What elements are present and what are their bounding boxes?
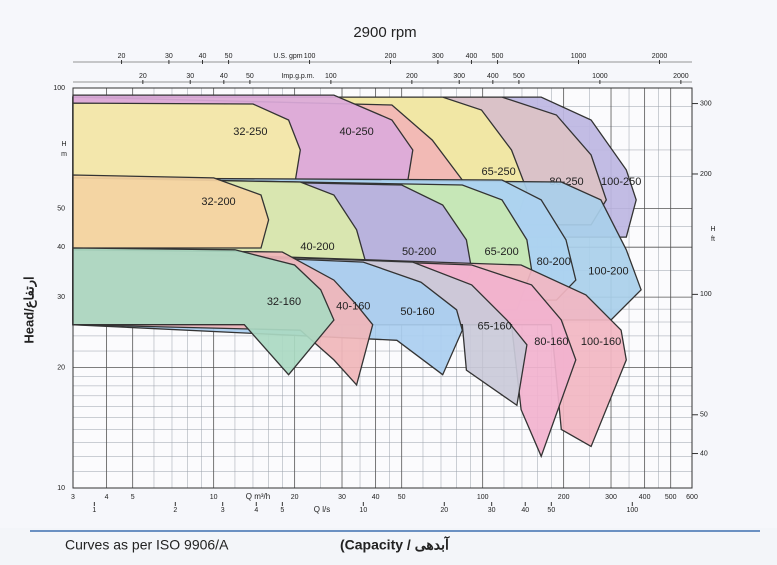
x-tick-label: 20 [291,494,299,501]
pump-region [72,102,301,186]
x2-tick-label: 30 [488,507,496,514]
y-axis-letter: H [61,141,66,148]
top-tick-label: 400 [466,53,478,60]
pump-label: 65-250 [481,166,515,178]
x2-tick-label: 5 [280,507,284,514]
pump-label: 32-160 [267,296,301,308]
x-tick-label: 300 [605,494,617,501]
chart-title: 2900 rpm [353,24,416,41]
x-tick-label: 600 [686,494,698,501]
pump-label: 80-160 [534,336,568,348]
x2-tick-label: 20 [440,507,448,514]
pump-label: 50-200 [402,246,436,258]
footer-note: Curves as per ISO 9906/A [65,537,229,553]
y-axis-unit: m [61,151,67,158]
x-tick-label: 5 [131,494,135,501]
pump-label: 65-160 [477,321,511,333]
pump-label: 32-250 [233,126,267,138]
y-tick-label: 40 [57,244,65,251]
footer-capacity: (Capacity / آبدهی [340,536,450,553]
top-tick-label: 30 [165,53,173,60]
x-tick-label: 10 [210,494,218,501]
pump-label: 100-200 [588,266,628,278]
x-tick-label: 30 [338,494,346,501]
top-tick-label: 2000 [652,53,668,60]
x2-tick-label: 100 [626,507,638,514]
x2-tick-label: 50 [547,507,555,514]
pump-label: 40-250 [339,126,373,138]
top2-tick-label: 20 [139,73,147,80]
y2-axis-unit: ft [711,236,715,243]
top2-tick-label: 30 [186,73,194,80]
plot-frame [72,87,693,489]
x-tick-label: 500 [665,494,677,501]
top-tick-label: 100 [304,53,316,60]
y-tick-label: 100 [53,85,65,92]
top2-tick-label: 1000 [592,73,608,80]
pump-label: 40-160 [336,301,370,313]
y-tick-label: 10 [57,485,65,492]
y2-tick-label: 100 [700,291,712,298]
y-tick-label: 30 [57,294,65,301]
x2-tick-label: 4 [254,507,258,514]
pump-region [72,247,335,376]
top-tick-label: 500 [492,53,504,60]
x-tick-label: 4 [105,494,109,501]
top-tick-label: 200 [385,53,397,60]
x-tick-label: 200 [558,494,570,501]
pump-label: 100-250 [601,176,641,188]
top2-tick-label: 500 [513,73,525,80]
top-tick-label: 300 [432,53,444,60]
y2-tick-label: 40 [700,450,708,457]
y2-axis-letter: H [710,226,715,233]
y-axis-title: Head/ارتفاع [21,276,37,343]
top2-tick-label: 2000 [673,73,689,80]
x-tick-label: 3 [71,494,75,501]
pump-label: 50-160 [400,306,434,318]
x-tick-label: 400 [639,494,651,501]
x2-axis-label: Q l/s [314,505,330,514]
top-tick-label: 50 [225,53,233,60]
top2-axis-label: Imp.g.p.m. [281,73,314,80]
y2-tick-label: 300 [700,100,712,107]
top2-tick-label: 300 [453,73,465,80]
x-tick-label: 100 [477,494,489,501]
top-tick-label: 20 [118,53,126,60]
top-axis-label: U.S. gpm [273,53,302,60]
top2-tick-label: 100 [325,73,337,80]
pump-label: 65-200 [484,246,518,258]
x-axis-label: Q m³/h [246,492,270,501]
x2-tick-label: 1 [92,507,96,514]
pump-label: 32-200 [201,196,235,208]
top2-tick-label: 200 [406,73,418,80]
x-tick-label: 50 [398,494,406,501]
pump-label: 40-200 [300,241,334,253]
y-tick-label: 20 [57,364,65,371]
pump-label: 80-200 [537,256,571,268]
x2-tick-label: 40 [521,507,529,514]
y2-tick-label: 50 [700,412,708,419]
x2-tick-label: 10 [359,507,367,514]
x2-tick-label: 3 [221,507,225,514]
x-tick-label: 40 [372,494,380,501]
top2-tick-label: 50 [246,73,254,80]
top2-tick-label: 40 [220,73,228,80]
top2-tick-label: 400 [487,73,499,80]
y2-tick-label: 200 [700,171,712,178]
x2-tick-label: 2 [173,507,177,514]
top-tick-label: 1000 [571,53,587,60]
y-tick-label: 50 [57,205,65,212]
top-tick-label: 40 [199,53,207,60]
pump-label: 100-160 [581,336,621,348]
